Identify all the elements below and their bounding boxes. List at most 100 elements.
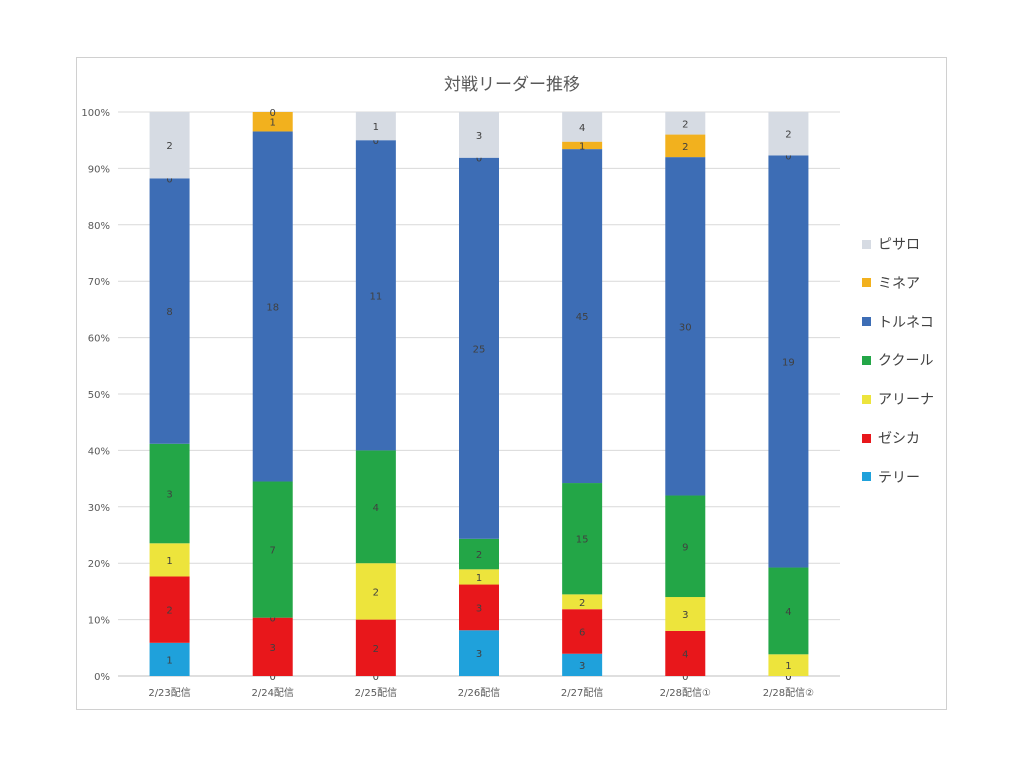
data-label: 6 xyxy=(579,627,585,638)
bar-segment xyxy=(665,112,706,135)
legend-swatch xyxy=(862,355,871,365)
data-label: 0 xyxy=(682,672,688,683)
data-label: 1 xyxy=(270,118,276,129)
legend-label: ゼシカ xyxy=(878,431,920,447)
data-label: 18 xyxy=(266,302,279,313)
data-label: 9 xyxy=(682,542,688,553)
data-label: 30 xyxy=(679,322,692,333)
data-label: 4 xyxy=(785,607,791,618)
bar-segment xyxy=(562,149,603,484)
bar-segment xyxy=(562,141,603,150)
bar-segment xyxy=(562,653,603,676)
data-label: 15 xyxy=(576,535,589,546)
y-tick-label: 80% xyxy=(88,221,110,232)
bar-segment xyxy=(149,642,190,676)
bar-segment xyxy=(459,538,499,570)
x-tick-label: 2/24配信 xyxy=(251,687,293,699)
x-tick-label: 2/28配信① xyxy=(660,687,711,699)
bar-segment xyxy=(768,654,809,676)
data-label: 1 xyxy=(373,122,379,133)
bar-segment xyxy=(252,112,293,132)
data-label: 3 xyxy=(270,643,276,654)
data-label: 0 xyxy=(166,174,172,185)
bar-segment xyxy=(768,155,809,568)
data-label: 4 xyxy=(682,649,688,660)
bar-segment xyxy=(665,495,706,598)
bar-segment xyxy=(355,563,396,620)
bar-segment xyxy=(149,443,190,544)
legend-label: トルネコ xyxy=(878,314,934,331)
data-label: 0 xyxy=(270,614,276,625)
data-label: 25 xyxy=(473,344,486,355)
x-tick-label: 2/25配信 xyxy=(355,687,397,699)
data-label: 8 xyxy=(166,307,172,318)
data-label: 0 xyxy=(785,151,791,162)
bar-segment xyxy=(355,450,396,564)
data-label: 2 xyxy=(682,119,688,130)
chart-title: 対戦リーダー推移 xyxy=(444,75,580,95)
data-label: 0 xyxy=(373,672,379,683)
data-label: 3 xyxy=(682,610,688,621)
bar-segment xyxy=(149,576,190,643)
bar-segment xyxy=(665,630,706,676)
data-label: 0 xyxy=(785,672,791,683)
bar-segment xyxy=(665,134,706,158)
bar-segment xyxy=(252,131,293,482)
bar-segment xyxy=(562,594,603,610)
data-label: 19 xyxy=(782,357,795,368)
data-label: 3 xyxy=(166,490,172,501)
data-label: 2 xyxy=(476,550,482,561)
y-tick-label: 100% xyxy=(81,108,110,119)
bar-segment xyxy=(562,609,603,654)
bar-segment xyxy=(459,630,499,676)
data-label: 0 xyxy=(270,108,276,119)
data-label: 2 xyxy=(373,587,379,598)
data-label: 7 xyxy=(270,546,276,557)
bar-segment xyxy=(355,112,396,141)
data-label: 4 xyxy=(579,123,585,134)
legend-item: トルネコ xyxy=(862,312,934,332)
data-label: 0 xyxy=(476,154,482,165)
legend-swatch xyxy=(862,394,871,404)
bar-segment xyxy=(355,619,396,676)
legend-item: ゼシカ xyxy=(862,428,920,448)
y-tick-label: 10% xyxy=(88,616,110,627)
legend-swatch xyxy=(862,472,871,482)
data-label: 3 xyxy=(476,649,482,660)
legend-swatch xyxy=(862,278,871,288)
legend-label: ミネア xyxy=(878,275,920,292)
y-tick-label: 60% xyxy=(88,334,110,345)
data-label: 0 xyxy=(785,672,791,683)
legend-item: ククール xyxy=(862,350,933,370)
bar-segment xyxy=(768,112,809,156)
bar-segment xyxy=(562,112,603,142)
data-label: 2 xyxy=(579,598,585,609)
data-label: 1 xyxy=(579,141,585,152)
bar-segment xyxy=(665,157,706,496)
x-tick-label: 2/27配信 xyxy=(561,687,603,699)
legend-swatch xyxy=(862,239,871,249)
bar-segment xyxy=(252,617,293,676)
x-tick-label: 2/28配信② xyxy=(763,687,814,699)
data-label: 3 xyxy=(579,661,585,672)
y-tick-label: 30% xyxy=(88,503,110,514)
x-tick-label: 2/26配信 xyxy=(458,687,500,699)
y-tick-label: 70% xyxy=(88,277,110,288)
legend-label: ククール xyxy=(878,353,934,370)
bar-segment xyxy=(459,584,499,631)
data-label: 2 xyxy=(166,141,172,152)
bar-segment xyxy=(459,157,499,539)
data-label: 1 xyxy=(166,556,172,567)
data-label: 1 xyxy=(785,661,791,672)
bar-segment xyxy=(149,112,190,179)
data-label: 2 xyxy=(785,130,791,141)
legend-swatch xyxy=(862,317,871,327)
bar-segment xyxy=(562,483,603,595)
y-tick-label: 90% xyxy=(88,164,110,175)
y-tick-label: 50% xyxy=(88,390,110,401)
legend-label: テリー xyxy=(878,469,920,486)
bar-segment xyxy=(355,140,396,451)
y-tick-label: 20% xyxy=(88,559,110,570)
data-label: 3 xyxy=(476,131,482,142)
